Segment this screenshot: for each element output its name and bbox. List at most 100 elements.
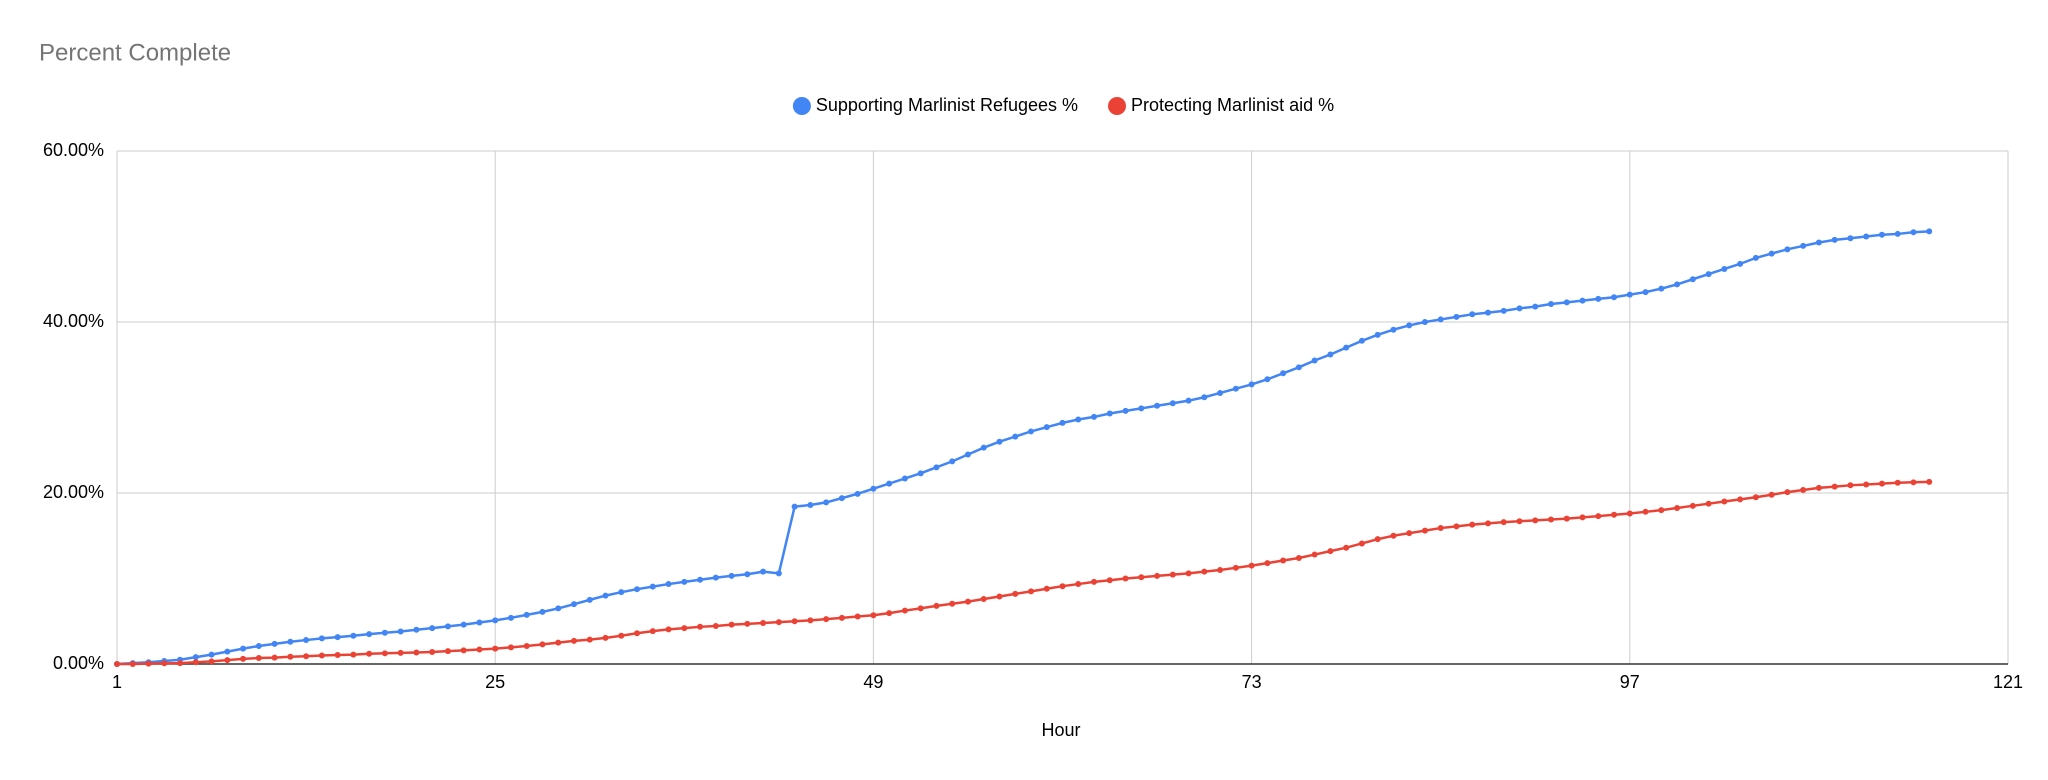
data-point: [1768, 250, 1775, 257]
y-tick-label: 0.00%: [53, 653, 104, 673]
data-point: [1563, 299, 1570, 306]
data-point: [1232, 564, 1239, 571]
data-point: [728, 572, 735, 579]
data-point: [1563, 515, 1570, 522]
data-point: [1721, 498, 1728, 505]
data-point: [634, 630, 641, 637]
data-point: [933, 602, 940, 609]
data-point: [1154, 572, 1161, 579]
data-point: [381, 650, 388, 657]
data-point: [1295, 554, 1302, 561]
data-point: [429, 649, 436, 656]
data-point: [1815, 239, 1822, 246]
data-point: [1595, 295, 1602, 302]
data-point: [1122, 407, 1129, 414]
data-point: [1374, 536, 1381, 543]
data-point: [114, 661, 120, 667]
data-point: [1280, 370, 1287, 377]
data-point: [224, 657, 231, 664]
data-point: [1043, 585, 1050, 592]
data-point: [1106, 410, 1113, 417]
data-point: [744, 571, 751, 578]
data-point: [1484, 520, 1491, 527]
data-point: [917, 605, 924, 612]
data-point: [413, 649, 420, 656]
legend-marker: [792, 97, 811, 115]
data-point: [1343, 344, 1350, 351]
data-point: [1705, 271, 1712, 278]
y-tick-label: 20.00%: [43, 482, 104, 502]
data-point: [1091, 578, 1098, 585]
data-point: [555, 639, 562, 646]
data-point: [838, 495, 845, 502]
data-point: [1910, 479, 1917, 486]
data-point: [1264, 376, 1271, 383]
data-point: [1469, 521, 1476, 528]
data-point: [397, 649, 404, 656]
data-point: [1358, 540, 1365, 547]
data-point: [1847, 235, 1854, 242]
data-point: [949, 458, 956, 465]
data-point: [161, 660, 168, 667]
data-point: [1831, 236, 1838, 243]
data-point: [634, 586, 641, 593]
data-point: [1768, 491, 1775, 498]
data-point: [1311, 551, 1318, 558]
data-point: [523, 611, 530, 618]
data-point: [1374, 331, 1381, 338]
data-point: [964, 451, 971, 458]
data-point: [476, 619, 483, 626]
data-point: [1611, 511, 1618, 518]
data-point: [240, 645, 247, 652]
data-point: [1752, 254, 1759, 261]
data-point: [712, 574, 719, 581]
data-point: [1122, 575, 1129, 582]
data-point: [1878, 480, 1885, 487]
data-point: [1689, 276, 1696, 283]
data-point: [1579, 514, 1586, 521]
data-point: [1027, 588, 1034, 595]
data-point: [602, 634, 609, 641]
data-point: [1784, 489, 1791, 496]
chart-title: Percent Complete: [39, 39, 231, 66]
data-point: [413, 626, 420, 633]
data-point: [350, 632, 357, 639]
data-point: [1579, 297, 1586, 304]
data-point: [271, 654, 278, 661]
data-point: [334, 652, 341, 659]
data-point: [1185, 570, 1192, 577]
data-point: [1169, 400, 1176, 407]
x-tick-label: 97: [1620, 672, 1640, 692]
data-point: [1453, 523, 1460, 530]
data-point: [665, 581, 672, 588]
data-point: [381, 629, 388, 636]
data-point: [1910, 229, 1917, 236]
data-point: [807, 617, 814, 624]
data-point: [1185, 397, 1192, 404]
data-point: [1295, 364, 1302, 371]
x-tick-label: 49: [863, 672, 883, 692]
data-point: [586, 636, 593, 643]
data-point: [1437, 525, 1444, 532]
data-point: [791, 503, 798, 510]
data-point: [870, 612, 877, 619]
data-point: [177, 660, 184, 667]
data-point: [760, 568, 767, 575]
data-point: [1327, 548, 1334, 555]
data-point: [618, 632, 625, 639]
data-point: [1800, 242, 1807, 249]
legend-label: Supporting Marlinist Refugees %: [816, 95, 1078, 115]
data-point: [1390, 532, 1397, 539]
data-point: [1106, 577, 1113, 584]
data-point: [350, 651, 357, 658]
data-point: [681, 625, 688, 632]
data-point: [854, 490, 861, 497]
y-tick-label: 40.00%: [43, 311, 104, 331]
data-point: [854, 613, 861, 620]
data-point: [208, 658, 215, 665]
data-point: [1658, 507, 1665, 514]
data-point: [1926, 228, 1933, 235]
data-point: [1642, 289, 1649, 296]
data-point: [1390, 326, 1397, 333]
